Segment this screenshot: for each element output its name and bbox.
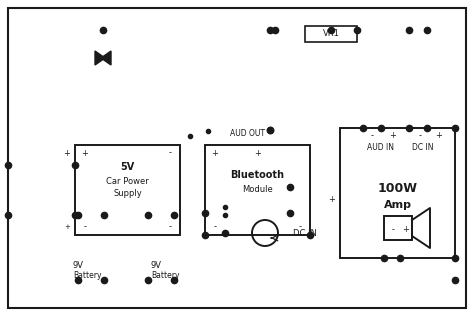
- Bar: [205, 145, 310, 235]
- Text: VR1: VR1: [323, 29, 339, 39]
- Text: -: -: [168, 222, 172, 232]
- Text: Battery: Battery: [151, 271, 180, 281]
- Text: Module: Module: [242, 185, 273, 193]
- Text: +: +: [402, 226, 410, 234]
- Text: -: -: [299, 222, 301, 232]
- Text: Supply: Supply: [113, 189, 142, 198]
- Bar: [384, 216, 412, 240]
- Text: 9V: 9V: [73, 262, 84, 270]
- Text: DC IN: DC IN: [412, 143, 434, 153]
- Text: +: +: [82, 149, 89, 157]
- Text: -: -: [419, 131, 422, 141]
- Text: 9V: 9V: [151, 262, 162, 270]
- Text: 100W: 100W: [377, 181, 418, 195]
- Text: -: -: [371, 131, 374, 141]
- Bar: [75, 145, 180, 235]
- Polygon shape: [95, 51, 105, 65]
- Text: +: +: [64, 224, 70, 230]
- Text: Amp: Amp: [383, 200, 411, 210]
- Text: AUD OUT: AUD OUT: [230, 129, 265, 137]
- Bar: [305, 26, 357, 42]
- Text: +: +: [254, 149, 261, 157]
- Text: +: +: [328, 195, 336, 204]
- Text: 5V: 5V: [120, 162, 135, 172]
- Text: -: -: [168, 149, 172, 157]
- Text: +: +: [435, 131, 442, 141]
- Text: Car Power: Car Power: [106, 177, 149, 185]
- Text: +: +: [211, 149, 219, 157]
- Text: -: -: [392, 226, 394, 234]
- Bar: [340, 128, 455, 258]
- Text: AUD IN: AUD IN: [367, 143, 394, 153]
- Text: -: -: [213, 222, 217, 232]
- Text: Battery: Battery: [73, 271, 101, 281]
- Text: -: -: [83, 222, 86, 232]
- Text: DC IN: DC IN: [293, 228, 317, 238]
- Text: +: +: [64, 149, 71, 157]
- Polygon shape: [101, 51, 111, 65]
- Text: Bluetooth: Bluetooth: [230, 170, 284, 180]
- Text: +: +: [389, 131, 396, 141]
